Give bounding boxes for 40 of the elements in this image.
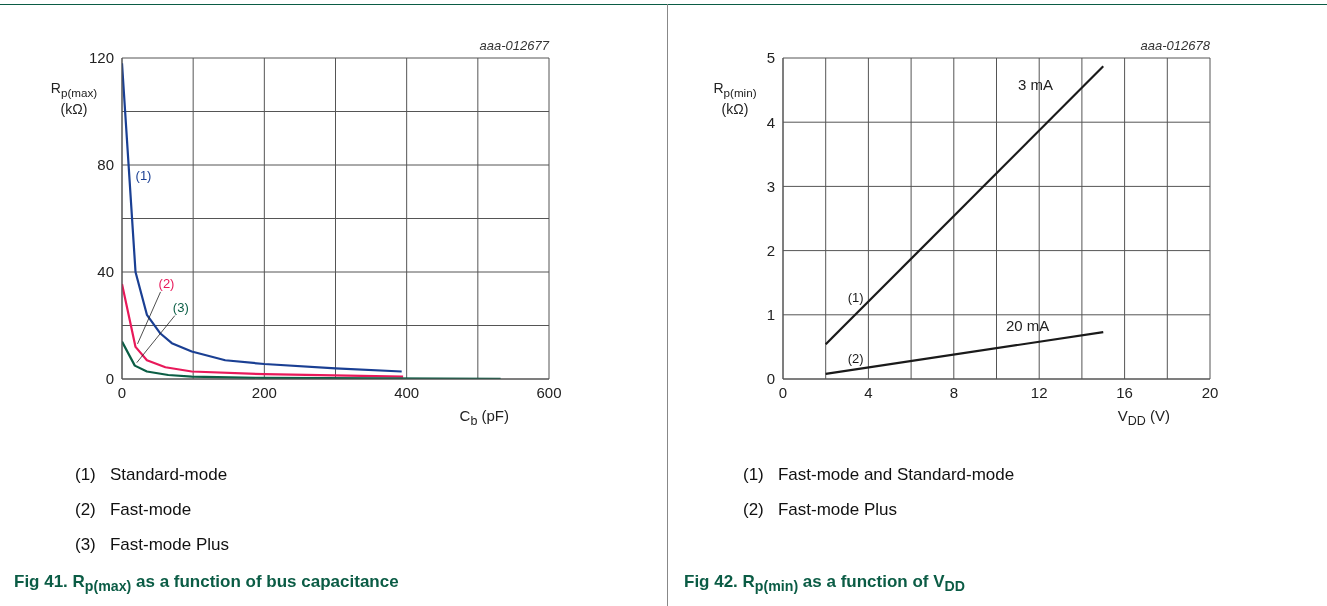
text: (2) Fast-mode Plus [743, 500, 897, 520]
x-tick-label: 4 [864, 383, 873, 401]
chart-subtitle: aaa-012677 [479, 38, 549, 53]
x-tick-label: 0 [117, 383, 127, 401]
text: Fig 42. R$_{p(min)}$ as a function of V$_{DD}$ [684, 572, 965, 595]
x-tick-label: 16 [1116, 383, 1133, 401]
y-tick-label: 120 [88, 49, 114, 67]
x-tick-label: 600 [536, 383, 562, 401]
series-label: (1) [135, 168, 152, 183]
text: (3) [172, 299, 189, 315]
x-tick-label: 0 [778, 383, 788, 401]
y-tick-label: 4 [766, 113, 775, 131]
series-label: (2) [847, 350, 864, 366]
y-tick-label: 5 [766, 49, 775, 67]
chart-subtitle: aaa-012678 [1140, 38, 1210, 53]
x-axis-title: V$_{DD}$ (V) [1117, 407, 1170, 428]
x-tick-label: 200 [251, 383, 277, 401]
x-tick-label: 20 [1201, 383, 1219, 401]
text: (2) [158, 275, 175, 291]
y-axis-title: R$_{p(min)}$ (kΩ) [713, 80, 757, 117]
x-tick-label: 12 [1030, 383, 1048, 401]
text: (1) Standard-mode [75, 465, 228, 485]
y-tick-label: 2 [766, 241, 775, 259]
text: (1) Fast-mode and Standard-mode [743, 465, 1015, 485]
text: (3) Fast-mode Plus [75, 535, 229, 555]
y-tick-label: 0 [105, 370, 114, 388]
series-label: (1) [847, 290, 864, 306]
x-tick-label: 8 [949, 383, 958, 401]
y-tick-label: 80 [97, 156, 114, 174]
y-tick-label: 40 [97, 263, 114, 281]
x-tick-label: 400 [394, 383, 420, 401]
annotation: 20 mA [1006, 317, 1050, 334]
text: Fig 41. R$_{p(max)}$ as a function of bus capacitance [14, 572, 399, 595]
y-tick-label: 3 [766, 177, 775, 195]
text: (2) Fast-mode [75, 500, 192, 520]
y-tick-label: 0 [766, 370, 775, 388]
annotation: 3 mA [1018, 76, 1054, 93]
x-axis-title: C$_{b}$ (pF) [459, 407, 509, 428]
y-tick-label: 1 [766, 306, 775, 324]
y-axis-title: R$_{p(max)}$ (kΩ) [49, 80, 99, 118]
